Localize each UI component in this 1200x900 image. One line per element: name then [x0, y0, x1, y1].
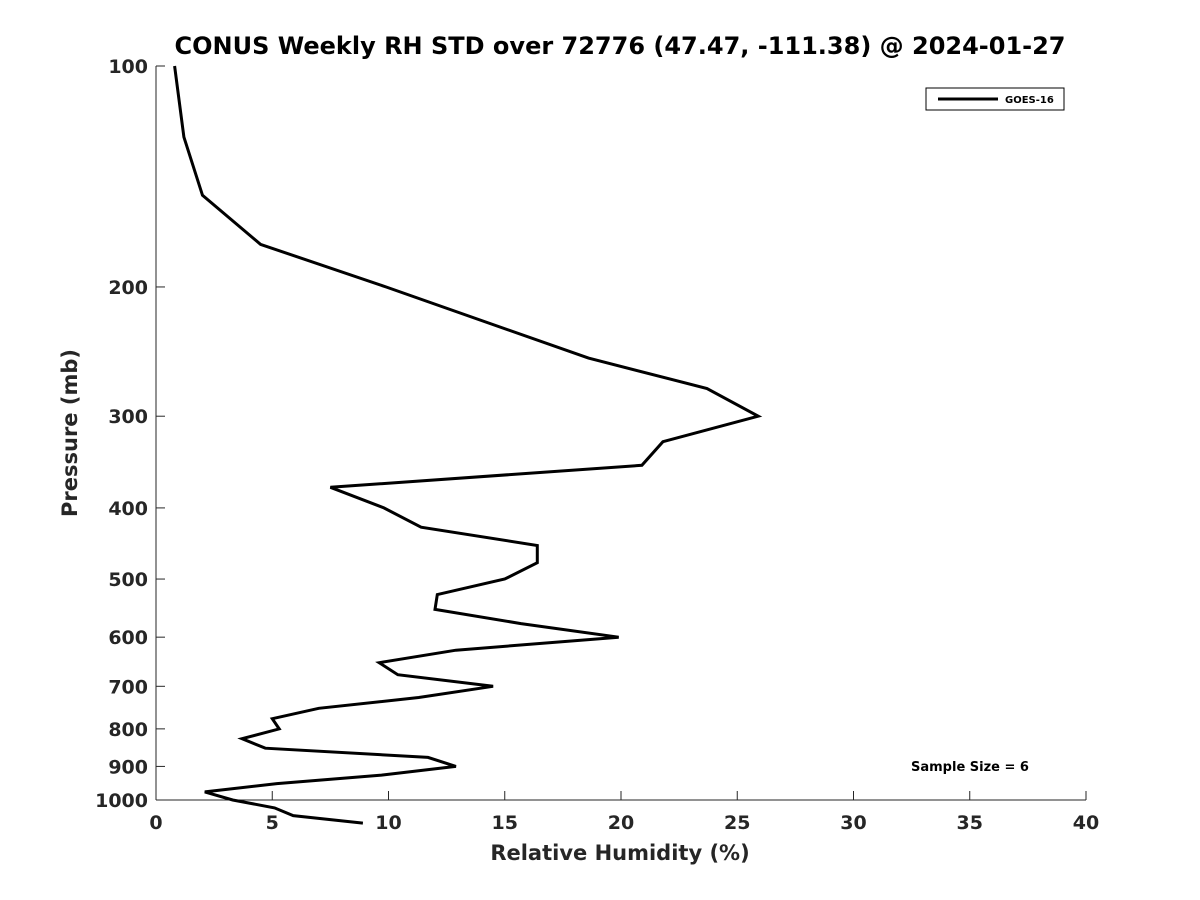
- sample-size-annotation: Sample Size = 6: [911, 760, 1029, 775]
- y-tick-label: 900: [108, 756, 148, 778]
- chart-title: CONUS Weekly RH STD over 72776 (47.47, -…: [174, 32, 1065, 60]
- y-tick-label: 100: [108, 56, 148, 78]
- y-tick-label: 800: [108, 719, 148, 741]
- x-tick-label: 25: [724, 812, 750, 834]
- y-tick-label: 500: [108, 569, 148, 591]
- x-tick-label: 5: [266, 812, 279, 834]
- x-tick-label: 35: [957, 812, 983, 834]
- series-line-goes-16: [173, 65, 763, 825]
- y-tick-label: 600: [108, 627, 148, 649]
- y-tick-label: 200: [108, 277, 148, 299]
- x-tick-label: 40: [1073, 812, 1099, 834]
- x-tick-label: 20: [608, 812, 634, 834]
- legend: GOES-16: [925, 87, 1065, 111]
- series-layer: [173, 65, 763, 825]
- x-tick-label: 30: [840, 812, 866, 834]
- plot-axes: 0 5 10 15 20 25 30 35 40 100 200 300 400 500 600 700 800…: [95, 56, 1099, 834]
- x-axis-label: Relative Humidity (%): [490, 841, 749, 865]
- y-tick-label: 300: [108, 406, 148, 428]
- x-tick-label: 15: [492, 812, 518, 834]
- x-tick-label: 0: [149, 812, 162, 834]
- y-tick-label: 400: [108, 498, 148, 520]
- y-axis-label: Pressure (mb): [58, 349, 82, 517]
- y-tick-label: 1000: [95, 790, 148, 812]
- x-tick-label: 10: [375, 812, 401, 834]
- y-tick-label: 700: [108, 676, 148, 698]
- legend-label-goes-16: GOES-16: [1005, 95, 1054, 106]
